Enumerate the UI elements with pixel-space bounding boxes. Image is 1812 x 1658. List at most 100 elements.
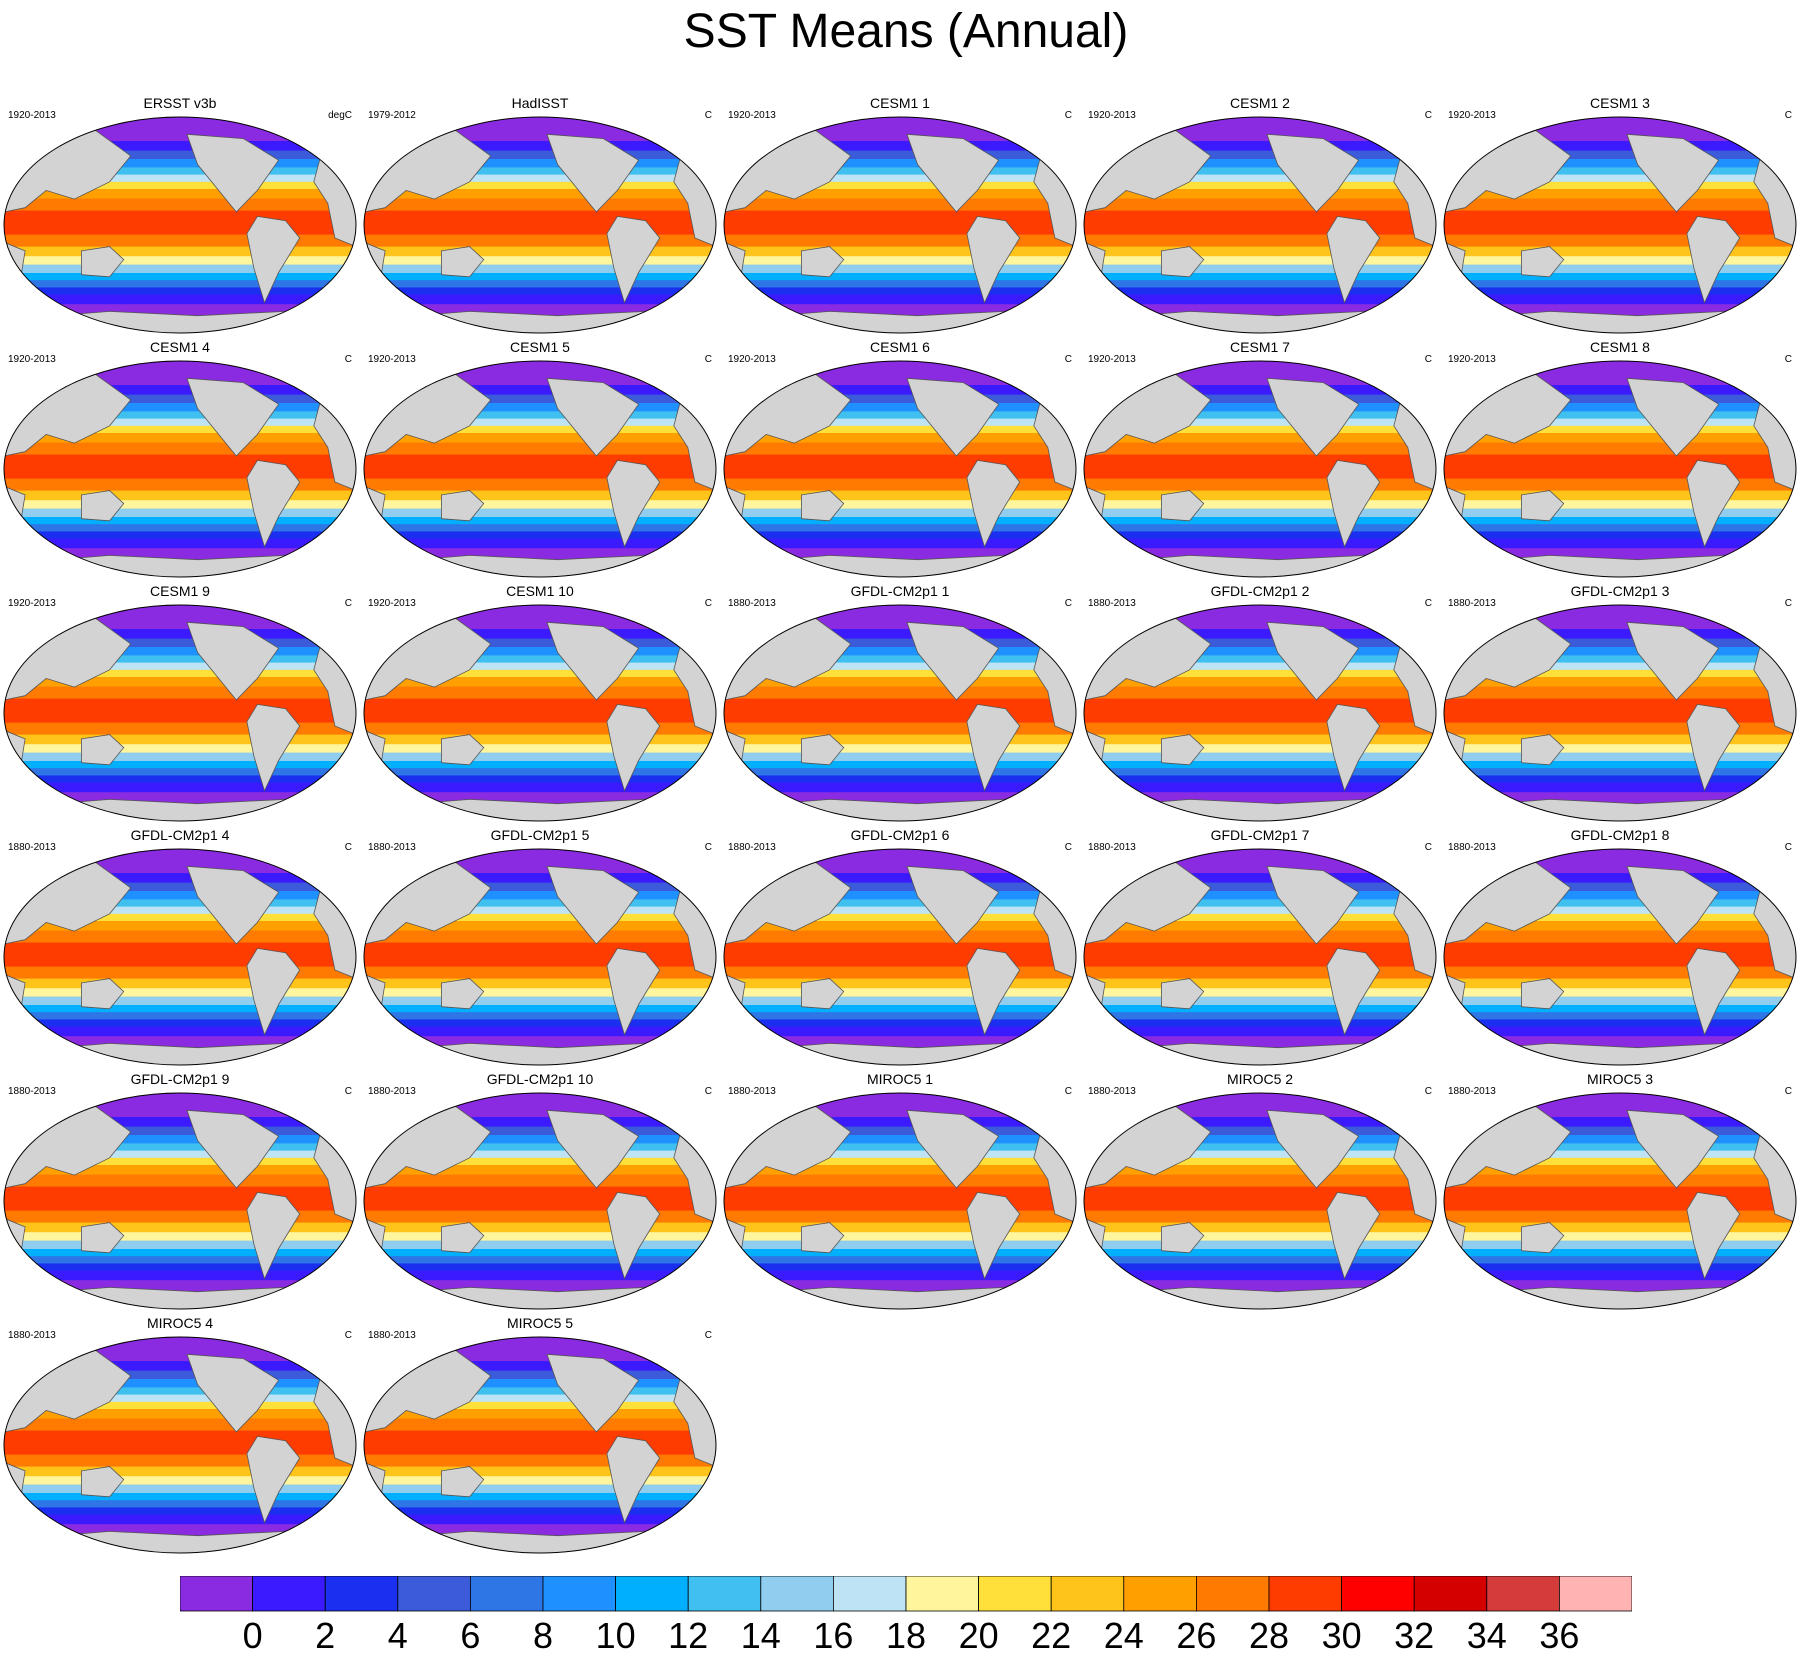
sst-band (1084, 849, 1436, 874)
sst-band (364, 775, 716, 784)
sst-band (724, 442, 1076, 456)
sst-band (1084, 246, 1436, 257)
sst-band (1444, 167, 1796, 176)
sst-band (724, 181, 1076, 190)
sst-band (4, 629, 356, 640)
globe-outline (723, 360, 1077, 578)
panel-title: HadISST (511, 95, 569, 111)
sst-band (1444, 891, 1796, 900)
sst-band (1444, 531, 1796, 540)
land-mass (1521, 1222, 1565, 1254)
sst-band (364, 1117, 716, 1128)
sst-band (4, 1401, 356, 1410)
sst-band (4, 490, 356, 501)
colorbar-tick-label: 14 (740, 1615, 781, 1656)
sst-band (4, 899, 356, 908)
globe-outline (3, 1336, 357, 1554)
sst-band (364, 403, 716, 412)
sst-band (724, 490, 1076, 501)
sst-band (364, 500, 716, 510)
land-mass (906, 621, 1000, 701)
sst-band (364, 508, 716, 518)
sst-band (724, 906, 1076, 915)
land-mass (1626, 865, 1720, 945)
globe-outline (723, 116, 1077, 334)
globe-outline (1443, 116, 1797, 334)
sst-band (1444, 1249, 1796, 1257)
land-mass (966, 215, 1021, 304)
sst-band (1444, 433, 1796, 444)
sst-band (1084, 1026, 1436, 1037)
sst-band (4, 1222, 356, 1233)
sst-band (724, 930, 1076, 944)
sst-band (724, 1222, 1076, 1233)
sst-band (4, 174, 356, 183)
land-mass (364, 1530, 716, 1553)
panel-title: CESM1 6 (870, 339, 930, 355)
sst-band (724, 669, 1076, 678)
sst-band (364, 418, 716, 427)
sst-band (364, 246, 716, 257)
colorbar-swatch (542, 1576, 616, 1612)
sst-band (724, 761, 1076, 769)
panel-units: C (1064, 110, 1072, 121)
sst-band (1084, 1210, 1436, 1224)
globe-outline (3, 848, 357, 1066)
sst-band (1444, 246, 1796, 257)
land-mass (1626, 377, 1720, 457)
sst-band (364, 361, 716, 386)
sst-band (1444, 538, 1796, 549)
land-mass (1266, 377, 1360, 457)
colorbar-swatch (1486, 1576, 1560, 1612)
sst-band (724, 1256, 1076, 1264)
sst-band (1084, 655, 1436, 664)
sst-band (1084, 1249, 1436, 1257)
sst-band (1444, 913, 1796, 922)
land-mass (546, 377, 640, 457)
sst-band (4, 1012, 356, 1020)
sst-band (1444, 1005, 1796, 1013)
map-panel: HadISST 1979-2012 C (360, 95, 720, 335)
land-mass (1686, 703, 1741, 792)
colorbar-tick-label: 18 (885, 1615, 927, 1656)
sst-band (1084, 930, 1436, 944)
panel-period: 1880-2013 (728, 598, 776, 609)
map-globe (363, 360, 717, 578)
land-mass (1444, 1286, 1796, 1309)
sst-band (724, 531, 1076, 540)
globe-outline (1083, 604, 1437, 822)
panel-period: 1880-2013 (1088, 1086, 1136, 1097)
panel-units: degC (328, 110, 352, 121)
land-mass (1521, 246, 1565, 278)
panel-period: 1920-2013 (8, 598, 56, 609)
sst-band (364, 159, 716, 168)
panel-units: C (1064, 1086, 1072, 1097)
land-mass (4, 798, 356, 821)
sst-band (364, 1249, 716, 1257)
land-mass (724, 554, 1076, 577)
map-panel: MIROC5 3 1880-2013 C (1440, 1071, 1800, 1311)
sst-band (724, 1249, 1076, 1257)
land-mass (246, 1435, 301, 1524)
panel-units: C (1064, 354, 1072, 365)
sst-band (1084, 752, 1436, 762)
sst-band (364, 1093, 716, 1118)
sst-band (4, 189, 356, 200)
sst-band (364, 978, 716, 989)
land-mass (546, 1353, 640, 1433)
sst-band (364, 1026, 716, 1037)
sst-band (4, 1466, 356, 1477)
map-globe (3, 1336, 357, 1554)
panel-title: GFDL-CM2p1 10 (486, 1071, 594, 1087)
panel-period: 1880-2013 (1448, 842, 1496, 853)
sst-band (364, 531, 716, 540)
sst-band (364, 490, 716, 501)
sst-band (1444, 280, 1796, 288)
panel-title: GFDL-CM2p1 6 (850, 827, 950, 843)
land-mass (1161, 978, 1205, 1010)
sst-band (4, 761, 356, 769)
sst-band (724, 775, 1076, 784)
sst-band (1084, 394, 1436, 404)
land-mass (441, 1222, 485, 1254)
sst-band (1084, 524, 1436, 532)
